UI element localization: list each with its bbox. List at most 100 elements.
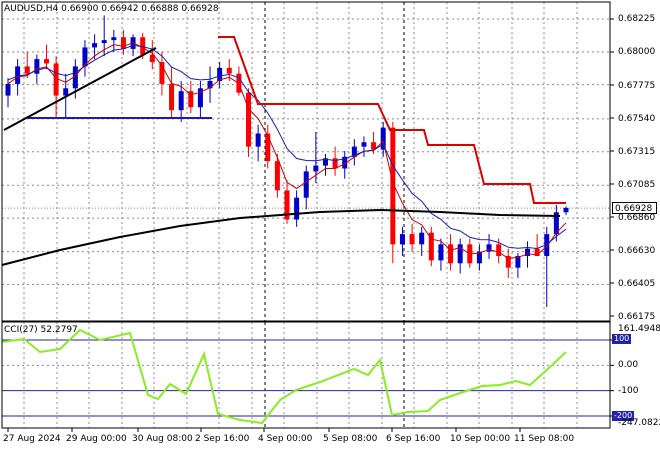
cci-line [1, 328, 567, 425]
candle-body [72, 66, 78, 89]
candle-body [101, 40, 107, 44]
candle [544, 226, 550, 308]
cci-tick: 0.00 [618, 360, 639, 370]
candle-body [457, 244, 463, 264]
candle [342, 150, 348, 179]
candle-body [34, 59, 40, 74]
price-chart-title: AUDUSD,H4 0.66900 0.66942 0.66888 0.6692… [4, 4, 219, 14]
candle-body [544, 234, 550, 257]
candle-body [53, 63, 59, 96]
trend-line [3, 47, 157, 131]
candle [457, 238, 463, 274]
candle [92, 34, 98, 60]
candle-body [409, 234, 415, 245]
cci-tick: -247.0822 [618, 418, 660, 428]
cci-tick: -100 [618, 386, 639, 396]
candle-body [332, 158, 338, 169]
candle-body [217, 67, 223, 81]
candle-body [265, 133, 271, 162]
candle-body [120, 37, 126, 49]
candle-body [342, 156, 348, 169]
candle [399, 226, 405, 257]
candle [149, 40, 155, 70]
candle [197, 80, 203, 118]
candle-body [24, 66, 30, 74]
cci-tick: -200 [612, 411, 635, 421]
candle [553, 204, 559, 242]
candle [274, 153, 280, 198]
candle [246, 88, 252, 157]
time-tick: 6 Sep 16:00 [386, 434, 441, 444]
cci-pane-border [1, 321, 611, 429]
candle [438, 238, 444, 271]
candle [24, 51, 30, 79]
candle-body [428, 232, 434, 261]
candle-body [5, 83, 11, 96]
candle-body [371, 142, 377, 150]
candle-body [448, 244, 454, 264]
candle [313, 132, 319, 184]
candle [207, 66, 213, 103]
price-tick: 0.66405 [618, 279, 656, 289]
candle-body [351, 146, 357, 157]
cci-tick: 100 [612, 334, 632, 344]
candle [409, 223, 415, 252]
cci-title: CCI(27) 52.2797 [4, 325, 78, 335]
long-ma-line [1, 208, 561, 266]
candle-body [515, 256, 521, 268]
candle [5, 78, 11, 108]
candlestick-series [5, 15, 569, 308]
candle [505, 248, 511, 278]
time-tick: 30 Aug 08:00 [132, 434, 193, 444]
time-tick: 4 Sep 00:00 [258, 434, 313, 444]
candle-body [63, 88, 69, 96]
time-tick: 10 Sep 00:00 [450, 434, 511, 444]
time-tick: 2 Sep 16:00 [195, 434, 250, 444]
indicator-lines [1, 36, 567, 425]
chart-borders [1, 1, 614, 432]
price-tick: 0.68225 [618, 14, 656, 24]
candle-body [438, 244, 444, 261]
candle [525, 241, 531, 268]
candle [390, 121, 396, 264]
candle [448, 234, 454, 271]
candle-body [534, 248, 540, 257]
price-tick: 0.67775 [618, 81, 656, 91]
time-tick: 29 Aug 00:00 [66, 434, 127, 444]
price-tick: 0.68000 [618, 47, 656, 57]
candle [217, 62, 223, 89]
candle-body [169, 83, 175, 111]
price-tick: 0.66630 [618, 246, 656, 256]
price-tick: 0.67085 [618, 180, 656, 190]
candle [380, 121, 386, 157]
candle [428, 226, 434, 267]
candle-body [226, 67, 232, 74]
candle-body [563, 207, 569, 213]
candle-body [178, 91, 184, 111]
candle [255, 124, 261, 162]
cci-tick: 161.4948 [618, 324, 660, 334]
candle [476, 244, 482, 271]
candle-body [207, 80, 213, 89]
candle-body [43, 59, 49, 64]
price-tick: 0.67315 [618, 147, 656, 157]
mid-ema-line [7, 44, 567, 249]
candle [111, 29, 117, 52]
candle-body [419, 232, 425, 245]
candle-body [525, 248, 531, 257]
candle [563, 206, 569, 216]
candle-body [486, 244, 492, 252]
cci-level-lines [2, 339, 610, 417]
candle [361, 136, 367, 157]
candle-body [390, 127, 396, 245]
candle-body [149, 54, 155, 63]
time-tick: 5 Sep 08:00 [323, 434, 378, 444]
time-tick: 11 Sep 08:00 [514, 434, 575, 444]
candle [43, 44, 49, 70]
candle-body [159, 62, 165, 84]
candle-body [197, 88, 203, 108]
resistance-step-line [218, 36, 566, 204]
time-tick: 27 Aug 2024 [3, 434, 61, 444]
candle-body [246, 92, 252, 147]
